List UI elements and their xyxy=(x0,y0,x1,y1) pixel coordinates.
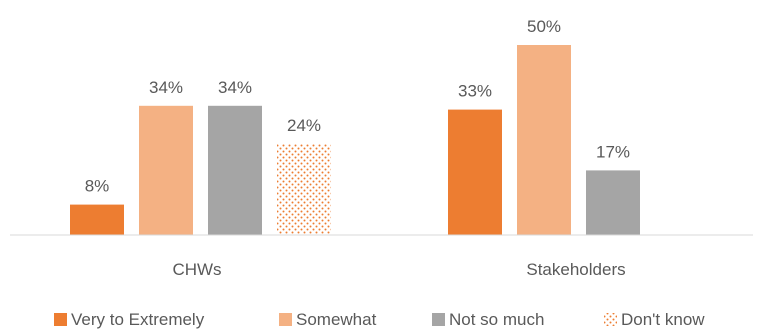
legend-swatch xyxy=(604,313,617,326)
bar-chws-don-t-know xyxy=(277,143,331,235)
data-label: 34% xyxy=(218,78,252,97)
data-label: 8% xyxy=(85,177,110,196)
data-label: 34% xyxy=(149,78,183,97)
data-label: 24% xyxy=(287,116,321,135)
category-label: Stakeholders xyxy=(526,260,625,279)
legend-label: Somewhat xyxy=(296,310,377,329)
bar-chws-somewhat xyxy=(139,105,193,235)
legend-label: Don't know xyxy=(621,310,705,329)
bars-group xyxy=(70,45,640,235)
bar-stakeholders-somewhat xyxy=(517,45,571,235)
data-label: 33% xyxy=(458,82,492,101)
legend-label: Not so much xyxy=(449,310,544,329)
legend-swatch xyxy=(54,313,67,326)
bar-stakeholders-not-so-much xyxy=(586,170,640,235)
category-label: CHWs xyxy=(172,260,221,279)
bar-chws-very-to-extremely xyxy=(70,204,124,235)
data-label: 50% xyxy=(527,17,561,36)
bar-stakeholders-very-to-extremely xyxy=(448,109,502,235)
value-labels-group: 8% 34% 34% 24% 33% 50% 17% xyxy=(85,17,630,196)
category-labels-group: CHWs Stakeholders xyxy=(172,260,625,279)
legend-swatch xyxy=(279,313,292,326)
legend-label: Very to Extremely xyxy=(71,310,205,329)
legend-swatch xyxy=(432,313,445,326)
bar-chws-not-so-much xyxy=(208,105,262,235)
legend: Very to Extremely Somewhat Not so much Don'… xyxy=(54,310,705,329)
data-label: 17% xyxy=(596,142,630,161)
